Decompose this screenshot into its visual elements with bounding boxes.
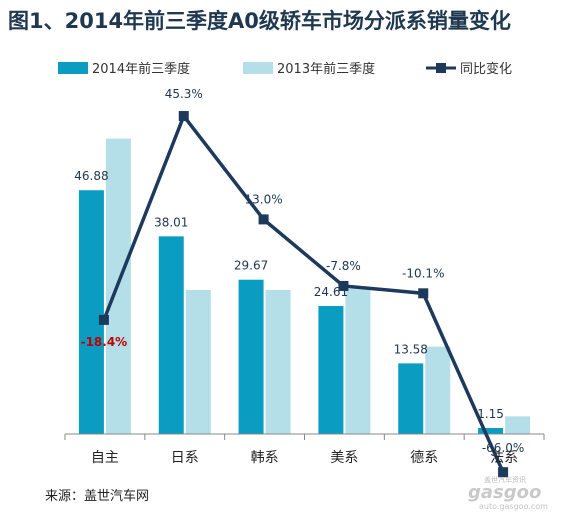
bar-value-label: 24.61 (314, 285, 348, 299)
legend-label-2014: 2014年前三季度 (92, 61, 190, 77)
legend-swatch-2014 (58, 62, 88, 74)
x-tick-label: 日系 (171, 450, 199, 466)
x-tick-label: 法系 (490, 450, 518, 466)
bar-2014 (78, 190, 104, 434)
bar-2013 (185, 289, 211, 434)
bar-value-label: 29.67 (234, 259, 268, 273)
yoy-value-label: -10.1% (402, 266, 444, 280)
yoy-line (102, 112, 505, 473)
yoy-marker (418, 288, 429, 299)
yoy-marker (338, 280, 349, 291)
bar-2014 (398, 363, 424, 434)
bar-2013 (265, 289, 291, 434)
legend-marker-yoy (436, 63, 446, 73)
yoy-marker (258, 214, 269, 225)
bar-2013 (345, 288, 371, 434)
x-tick-label: 韩系 (251, 450, 279, 466)
x-tick-label: 自主 (91, 450, 119, 466)
bar-value-label: 1.15 (477, 407, 504, 421)
watermark-brand: gasgoo (468, 482, 541, 503)
bar-2014 (478, 428, 504, 434)
bar-2014 (158, 236, 184, 434)
watermark-tagline: 盖世汽车资讯 (484, 475, 526, 484)
bar-2013 (505, 416, 531, 434)
bar-2014 (318, 306, 344, 434)
chart-title: 图1、2014年前三季度A0级轿车市场分派系销量变化 (8, 9, 511, 33)
x-tick-label: 美系 (330, 450, 358, 466)
watermark-url: auto.gasgoo.com (479, 502, 548, 511)
watermark: 盖世汽车资讯 gasgoo auto.gasgoo.com (468, 475, 548, 511)
bar-2014 (238, 279, 264, 434)
legend-label-2013: 2013年前三季度 (277, 61, 375, 77)
bar-value-label: 38.01 (154, 215, 188, 229)
yoy-marker (498, 467, 509, 478)
legend-label-yoy: 同比变化 (460, 61, 512, 77)
yoy-marker (178, 111, 189, 122)
legend: 2014年前三季度 2013年前三季度 同比变化 (58, 61, 512, 77)
yoy-value-label: 45.3% (165, 87, 203, 101)
source-note: 来源：盖世汽车网 (45, 488, 149, 504)
bar-value-label: 13.58 (394, 342, 428, 356)
yoy-value-label: -18.4% (81, 335, 128, 349)
x-tick-label: 德系 (410, 450, 438, 466)
bar-2013 (425, 346, 451, 434)
bar-value-label: 46.88 (74, 169, 108, 183)
yoy-value-label: -7.8% (326, 259, 361, 273)
yoy-value-label: -66.0% (482, 441, 524, 455)
legend-swatch-2013 (243, 62, 273, 74)
yoy-value-label: 13.0% (245, 192, 283, 206)
yoy-marker (98, 314, 109, 325)
